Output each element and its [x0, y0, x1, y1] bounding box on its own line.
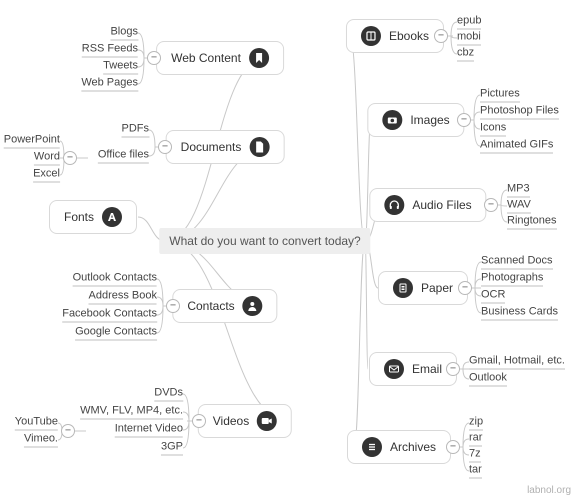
leaf-contacts-1[interactable]: Address Book: [89, 290, 157, 305]
toggle-images[interactable]: −: [457, 113, 471, 127]
leaf-archives-0[interactable]: zip: [469, 416, 483, 431]
node-webcontent-label: Web Content: [171, 51, 241, 65]
leaf-ebooks-2[interactable]: cbz: [457, 47, 474, 62]
toggle-videos-extra[interactable]: −: [61, 424, 75, 438]
leaf-audio-1[interactable]: WAV: [507, 199, 531, 214]
documents-icon: [249, 137, 269, 157]
node-archives-label: Archives: [390, 440, 436, 454]
toggle-email[interactable]: −: [446, 362, 460, 376]
leaf-images-0[interactable]: Pictures: [480, 88, 520, 103]
node-images-label: Images: [410, 113, 449, 127]
leaf-archives-2[interactable]: 7z: [469, 448, 481, 463]
toggle-archives[interactable]: −: [446, 440, 460, 454]
leaf-videos-2[interactable]: Internet Video: [115, 423, 183, 438]
leaf-documents-0[interactable]: PDFs: [122, 123, 150, 138]
leaf-documents-extra-1[interactable]: Word: [34, 151, 60, 166]
node-audio[interactable]: Audio Files: [369, 188, 486, 222]
leaf-videos-1[interactable]: WMV, FLV, MP4, etc.: [80, 405, 183, 420]
node-images[interactable]: Images: [367, 103, 464, 137]
toggle-videos[interactable]: −: [192, 414, 206, 428]
node-ebooks[interactable]: Ebooks: [346, 19, 444, 53]
leaf-email-1[interactable]: Outlook: [469, 372, 507, 387]
leaf-ebooks-1[interactable]: mobi: [457, 31, 481, 46]
leaf-webcontent-1[interactable]: RSS Feeds: [82, 43, 138, 58]
videos-icon: [257, 411, 277, 431]
leaf-paper-2[interactable]: OCR: [481, 289, 505, 304]
node-contacts-label: Contacts: [187, 299, 234, 313]
leaf-images-1[interactable]: Photoshop Files: [480, 105, 559, 120]
leaf-archives-3[interactable]: tar: [469, 464, 482, 479]
toggle-documents[interactable]: −: [158, 140, 172, 154]
leaf-documents-extra-0[interactable]: PowerPoint: [4, 134, 60, 149]
center-node: What do you want to convert today?: [159, 228, 370, 254]
toggle-contacts[interactable]: −: [166, 299, 180, 313]
node-paper[interactable]: Paper: [378, 271, 468, 305]
contacts-icon: [243, 296, 263, 316]
leaf-webcontent-3[interactable]: Web Pages: [81, 77, 138, 92]
node-documents[interactable]: Documents: [166, 130, 285, 164]
webcontent-icon: [249, 48, 269, 68]
paper-icon: [393, 278, 413, 298]
watermark: labnol.org: [527, 485, 571, 496]
leaf-email-0[interactable]: Gmail, Hotmail, etc.: [469, 355, 565, 370]
node-fonts-label: Fonts: [64, 210, 94, 224]
leaf-paper-1[interactable]: Photographs: [481, 272, 543, 287]
node-archives[interactable]: Archives: [347, 430, 451, 464]
node-audio-label: Audio Files: [412, 198, 471, 212]
leaf-audio-0[interactable]: MP3: [507, 183, 530, 198]
node-email[interactable]: Email: [369, 352, 457, 386]
images-icon: [382, 110, 402, 130]
leaf-archives-1[interactable]: rar: [469, 432, 482, 447]
archives-icon: [362, 437, 382, 457]
leaf-contacts-0[interactable]: Outlook Contacts: [73, 272, 157, 287]
leaf-images-2[interactable]: Icons: [480, 122, 506, 137]
leaf-ebooks-0[interactable]: epub: [457, 15, 481, 30]
mindmap-canvas: What do you want to convert today? labno…: [0, 0, 575, 500]
node-webcontent[interactable]: Web Content: [156, 41, 284, 75]
toggle-documents-extra[interactable]: −: [63, 151, 77, 165]
leaf-videos-extra-0[interactable]: YouTube: [15, 416, 58, 431]
leaf-documents-1[interactable]: Office files: [98, 149, 149, 164]
node-email-label: Email: [412, 362, 442, 376]
leaf-contacts-3[interactable]: Google Contacts: [75, 326, 157, 341]
node-documents-label: Documents: [181, 140, 242, 154]
toggle-paper[interactable]: −: [458, 281, 472, 295]
leaf-contacts-2[interactable]: Facebook Contacts: [62, 308, 157, 323]
toggle-webcontent[interactable]: −: [147, 51, 161, 65]
node-contacts[interactable]: Contacts: [172, 289, 277, 323]
fonts-icon: [102, 207, 122, 227]
node-videos[interactable]: Videos: [198, 404, 292, 438]
node-paper-label: Paper: [421, 281, 453, 295]
node-videos-label: Videos: [213, 414, 249, 428]
toggle-audio[interactable]: −: [484, 198, 498, 212]
leaf-documents-extra-2[interactable]: Excel: [33, 168, 60, 183]
leaf-videos-0[interactable]: DVDs: [154, 387, 183, 402]
leaf-webcontent-0[interactable]: Blogs: [110, 26, 138, 41]
ebooks-icon: [361, 26, 381, 46]
node-fonts[interactable]: Fonts: [49, 200, 137, 234]
leaf-images-3[interactable]: Animated GIFs: [480, 139, 553, 154]
leaf-audio-2[interactable]: Ringtones: [507, 215, 557, 230]
audio-icon: [384, 195, 404, 215]
node-ebooks-label: Ebooks: [389, 29, 429, 43]
leaf-paper-0[interactable]: Scanned Docs: [481, 255, 553, 270]
leaf-videos-extra-1[interactable]: Vimeo.: [24, 433, 58, 448]
email-icon: [384, 359, 404, 379]
leaf-videos-3[interactable]: 3GP: [161, 441, 183, 456]
leaf-webcontent-2[interactable]: Tweets: [103, 60, 138, 75]
leaf-paper-3[interactable]: Business Cards: [481, 306, 558, 321]
toggle-ebooks[interactable]: −: [434, 29, 448, 43]
